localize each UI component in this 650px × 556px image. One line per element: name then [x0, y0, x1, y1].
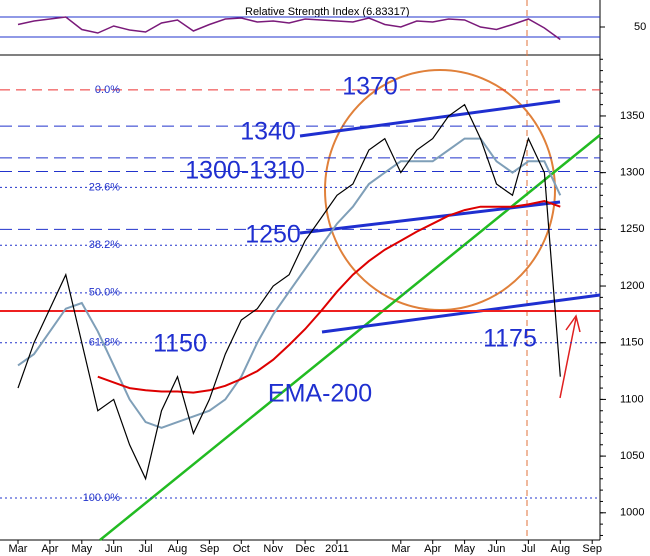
x-tick-label: Mar: [391, 543, 410, 555]
arrow: [559, 314, 581, 399]
x-tick-label: 2011: [325, 543, 349, 555]
x-tick-label: May: [454, 543, 475, 555]
series-line: [97, 199, 561, 394]
y-tick-label: 1300: [620, 167, 644, 179]
x-tick-label: Mar: [9, 543, 28, 555]
series-line: [17, 103, 561, 481]
x-tick-label: Jun: [105, 543, 123, 555]
y-tick-label: 1150: [620, 337, 644, 349]
trendline: [299, 200, 561, 235]
fib-label: 23.6%: [89, 181, 120, 193]
fib-label: 38.2%: [89, 239, 120, 251]
x-tick-label: Apr: [424, 543, 441, 555]
annotation: 1370: [342, 73, 398, 101]
rsi-line: [17, 16, 561, 41]
annotation: EMA-200: [268, 380, 372, 408]
x-tick-label: Sep: [200, 543, 220, 555]
series-line: [17, 137, 562, 429]
trendline: [99, 134, 601, 541]
rsi-tick-label: 50: [634, 21, 646, 33]
fib-label: 100.0%: [83, 492, 121, 504]
x-tick-label: Nov: [263, 543, 283, 555]
y-tick-label: 1250: [620, 223, 644, 235]
x-tick-label: May: [71, 543, 92, 555]
y-tick-label: 1350: [620, 110, 644, 122]
y-tick-label: 1100: [620, 393, 644, 405]
trendline: [321, 293, 601, 334]
x-tick-label: Jul: [521, 543, 535, 555]
x-tick-label: Aug: [551, 543, 571, 555]
x-tick-label: Dec: [295, 543, 315, 555]
rsi-title: Relative Strength Index (6.83317): [245, 6, 410, 18]
fib-label: 61.8%: [89, 337, 120, 349]
y-tick-label: 1000: [620, 507, 644, 519]
fib-label: 50.0%: [89, 287, 120, 299]
x-tick-label: Sep: [582, 543, 602, 555]
annotation: 1175: [483, 325, 537, 353]
annotation: 1300-1310: [185, 157, 305, 185]
y-tick-label: 1050: [620, 450, 644, 462]
trendline: [299, 99, 561, 138]
fib-label: 0.0%: [95, 84, 120, 96]
annotation: 1150: [153, 330, 207, 358]
x-tick-label: Jul: [139, 543, 153, 555]
x-tick-label: Jun: [488, 543, 506, 555]
x-tick-label: Aug: [168, 543, 188, 555]
x-tick-label: Oct: [233, 543, 250, 555]
annotation: 1250: [245, 221, 301, 249]
x-tick-label: Apr: [41, 543, 58, 555]
annotation: 1340: [240, 118, 296, 146]
y-tick-label: 1200: [620, 280, 644, 292]
